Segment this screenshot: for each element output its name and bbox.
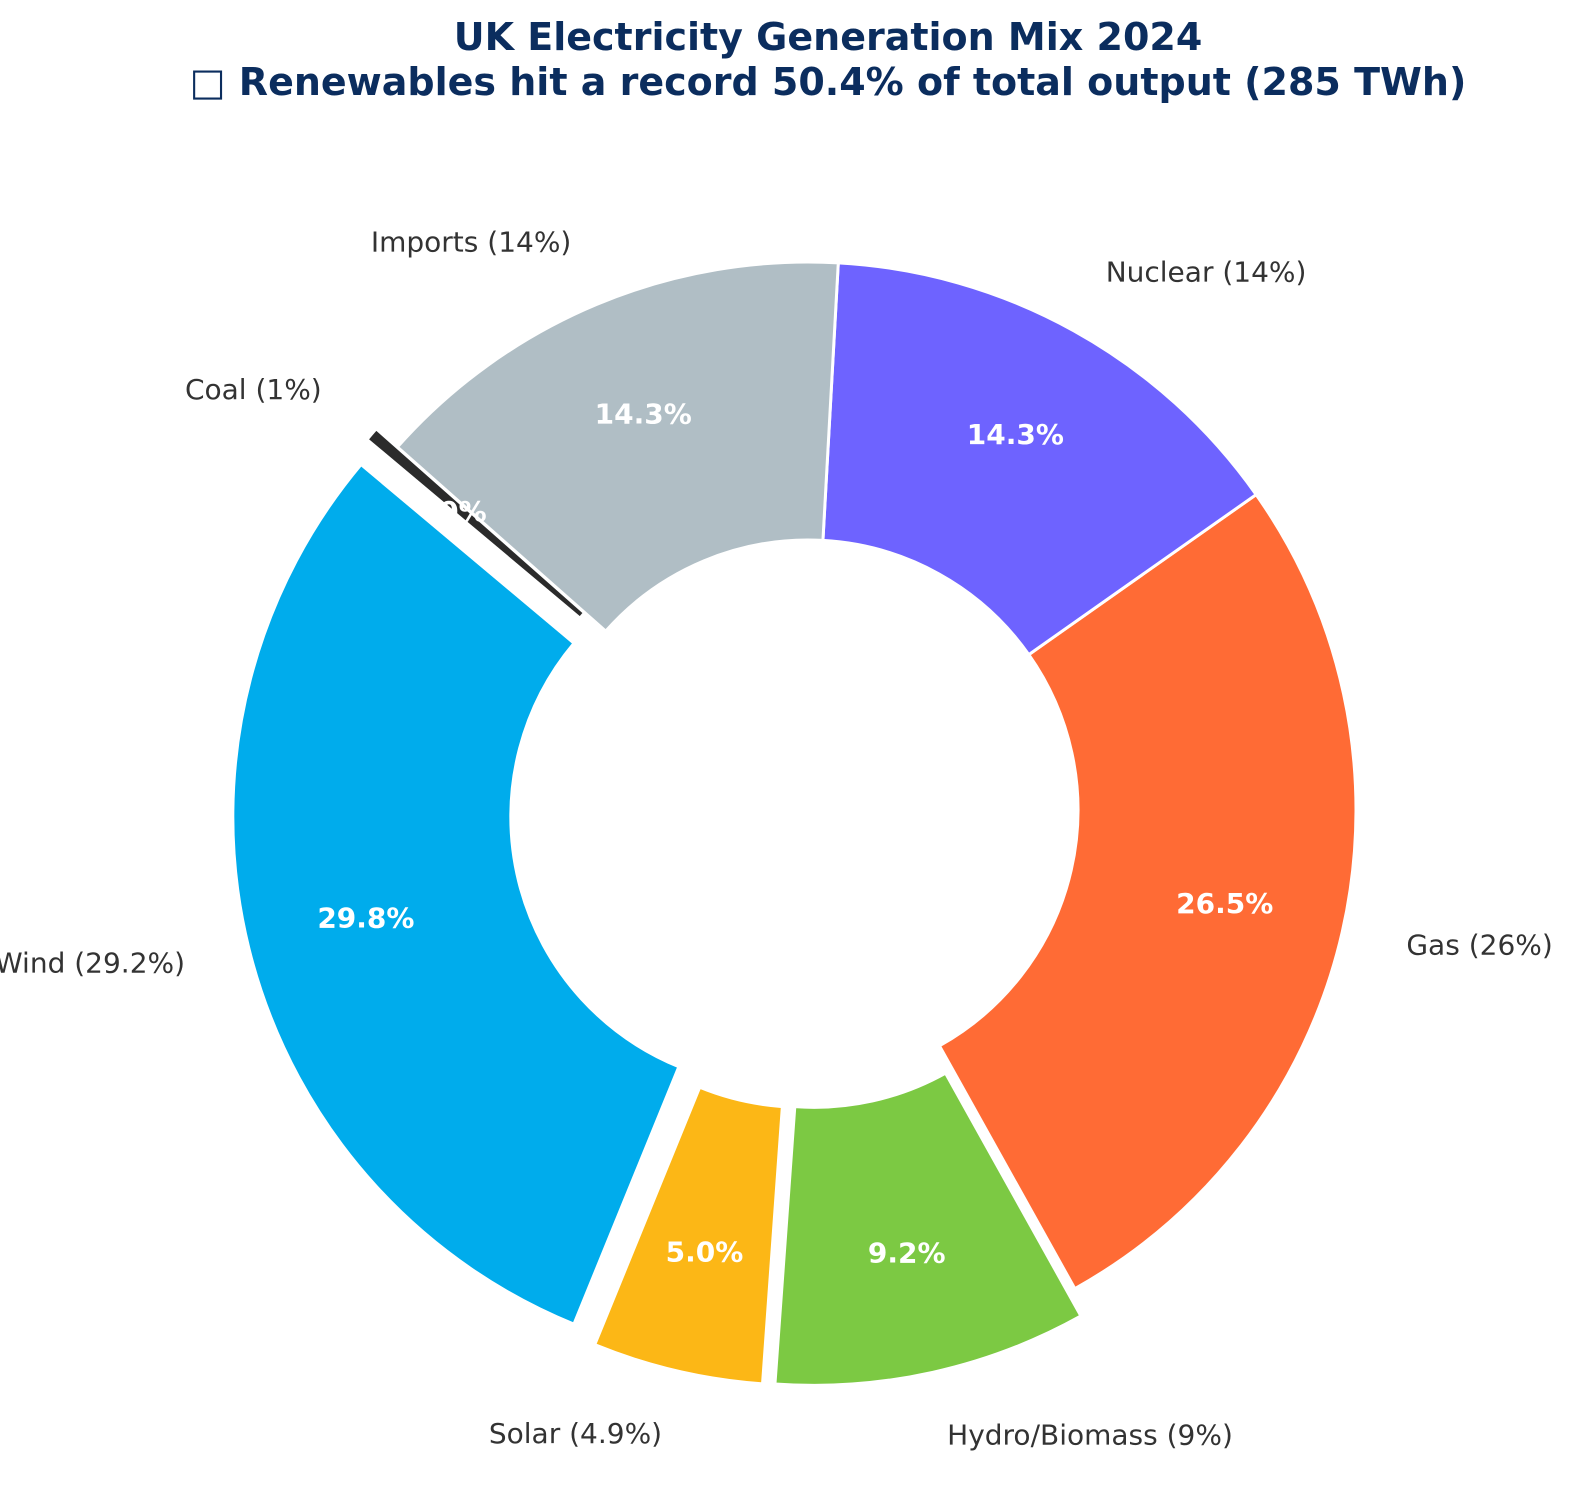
slice-wind xyxy=(231,462,681,1327)
category-label-wind: Wind (29.2%) xyxy=(0,946,185,979)
pct-label-nuclear: 14.3% xyxy=(967,418,1064,451)
category-label-coal: Coal (1%) xyxy=(185,373,322,406)
category-labels-group: Wind (29.2%) Solar (4.9%) Hydro/Biomass (9… xyxy=(0,226,1553,1452)
pct-label-hydro: 9.2% xyxy=(868,1237,946,1270)
pct-label-gas: 26.5% xyxy=(1176,887,1273,920)
slices-group xyxy=(231,260,1358,1387)
category-label-gas: Gas (26%) xyxy=(1406,929,1552,962)
category-label-imports: Imports (14%) xyxy=(371,226,572,259)
pct-label-solar: 5.0% xyxy=(666,1236,744,1269)
category-label-solar: Solar (4.9%) xyxy=(489,1417,662,1450)
slice-imports xyxy=(395,260,840,634)
slice-hydro xyxy=(773,1071,1083,1387)
slice-coal xyxy=(364,426,587,621)
slice-nuclear xyxy=(821,261,1259,657)
pct-label-wind: 29.8% xyxy=(317,901,414,934)
slice-solar xyxy=(592,1085,784,1386)
chart-title: UK Electricity Generation Mix 2024 xyxy=(454,15,1203,59)
category-label-hydro: Hydro/Biomass (9%) xyxy=(947,1418,1233,1451)
pct-label-imports: 14.3% xyxy=(595,398,692,431)
pct-label-coal: 0% xyxy=(439,495,487,528)
slice-gas xyxy=(937,492,1358,1291)
category-label-nuclear: Nuclear (14%) xyxy=(1106,255,1307,288)
chart-subtitle: □ Renewables hit a record 50.4% of total… xyxy=(190,60,1467,104)
percent-labels-group: 29.8% 5.0% 9.2% 26.5% 14.3% 14.3% 0% xyxy=(317,398,1273,1270)
